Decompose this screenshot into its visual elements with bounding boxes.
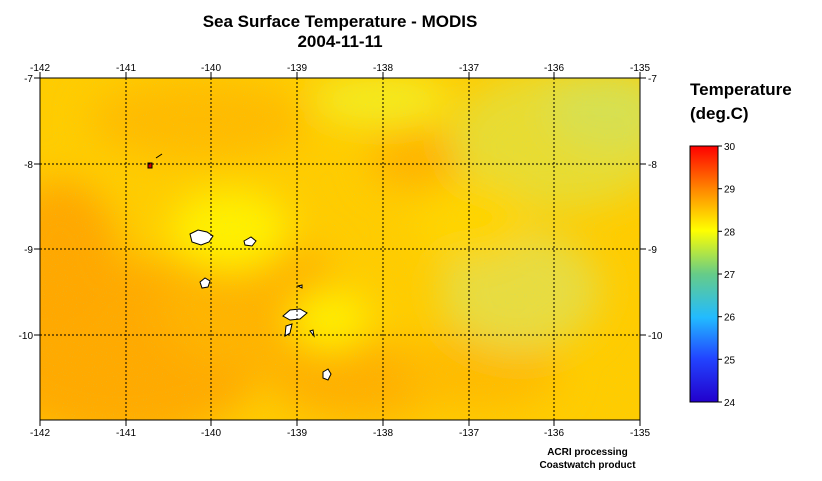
lat-label: -9 [648, 245, 657, 256]
lat-label: -8 [24, 160, 33, 171]
colorbar-tick: 26 [724, 313, 736, 324]
lat-label: -10 [648, 331, 663, 342]
tick-marks [34, 72, 646, 426]
lon-label: -141 [116, 428, 136, 439]
colorbar: 30 29 28 27 26 25 24 [689, 142, 736, 409]
lon-label: -140 [201, 63, 221, 74]
lon-label: -141 [116, 63, 136, 74]
colorbar-tick: 25 [724, 355, 736, 366]
map-title: Sea Surface Temperature - MODIS [202, 12, 478, 31]
lat-label: -10 [19, 331, 34, 342]
legend-title: Temperature [690, 80, 792, 99]
colorbar-gradient [689, 145, 719, 403]
lat-labels-right: -7 -8 -9 -10 [648, 74, 663, 342]
colorbar-tick: 29 [724, 185, 736, 196]
lon-label: -136 [544, 63, 564, 74]
islands [147, 153, 332, 381]
island-eiao [155, 153, 163, 159]
island-ua-huka [243, 236, 257, 247]
lon-label: -142 [30, 428, 50, 439]
graticule [40, 78, 640, 420]
legend-unit: (deg.C) [690, 104, 749, 123]
lon-label: -137 [459, 428, 479, 439]
island-hiva-oa [282, 308, 308, 321]
island-motane [296, 284, 303, 289]
colorbar-tick: 30 [724, 142, 736, 153]
lon-label: -135 [630, 63, 650, 74]
colorbar-tick: 28 [724, 227, 736, 238]
lon-label: -140 [201, 428, 221, 439]
credit-processing: ACRI processing [547, 447, 628, 458]
colorbar-tick: 27 [724, 270, 736, 281]
lon-label: -138 [373, 63, 393, 74]
lat-labels-left: -7 -8 -9 -10 [19, 74, 34, 342]
lon-label: -139 [287, 428, 307, 439]
island-hatutu [147, 162, 153, 169]
map-date: 2004-11-11 [297, 32, 383, 51]
credit-product: Coastwatch product [539, 460, 636, 471]
lon-label: -136 [544, 428, 564, 439]
sst-field [40, 78, 640, 420]
island-tahuata [284, 323, 293, 337]
lat-label: -7 [648, 74, 657, 85]
lon-label: -142 [30, 63, 50, 74]
lon-labels-bottom: -142 -141 -140 -139 -138 -137 -136 -135 [30, 428, 650, 439]
island-fatu-hiva [322, 368, 332, 381]
lat-label: -7 [24, 74, 33, 85]
lat-label: -9 [24, 245, 33, 256]
lon-label: -139 [287, 63, 307, 74]
lon-label: -137 [459, 63, 479, 74]
lon-label: -138 [373, 428, 393, 439]
lat-label: -8 [648, 160, 657, 171]
lon-labels-top: -142 -141 -140 -139 -138 -137 -136 -135 [30, 63, 650, 74]
island-ua-pou [199, 277, 211, 289]
lon-label: -135 [630, 428, 650, 439]
colorbar-tick: 24 [724, 398, 736, 409]
